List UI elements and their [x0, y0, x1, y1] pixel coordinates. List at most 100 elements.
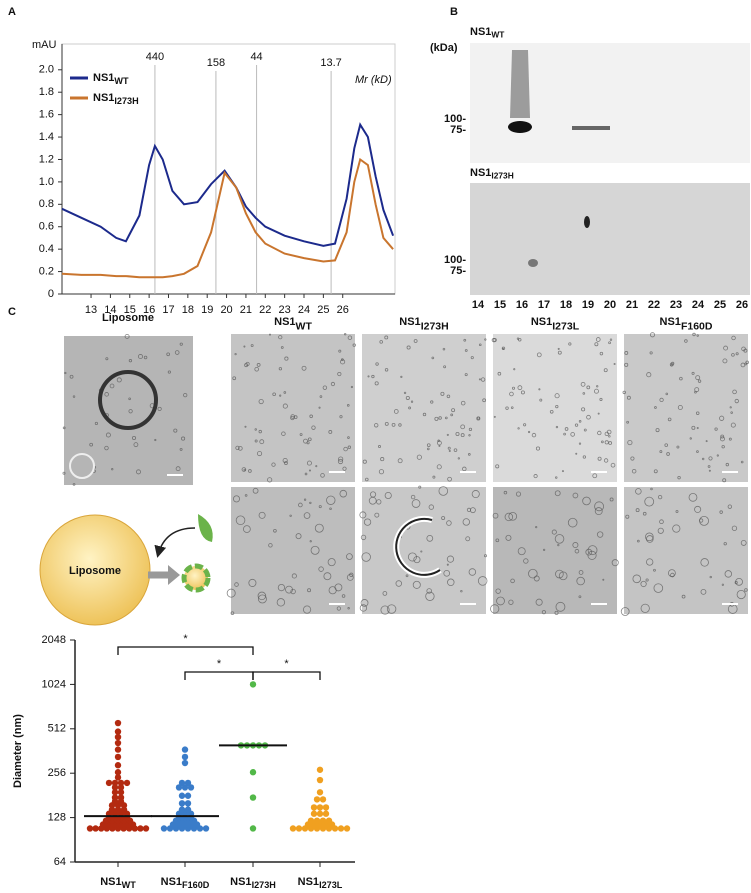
data-point	[178, 800, 186, 807]
em-image	[624, 334, 748, 482]
em-particle	[413, 339, 418, 343]
em-particle	[290, 588, 296, 595]
em-particle	[587, 545, 598, 556]
y-tick-label: 0.2	[39, 265, 54, 277]
em-particle	[451, 408, 456, 413]
em-particle	[319, 395, 323, 398]
em-particle	[257, 594, 267, 604]
em-particle	[595, 337, 601, 342]
y-tick-label: 1.4	[39, 131, 54, 143]
x-tick-label: 26	[337, 304, 349, 316]
em-particle	[426, 443, 431, 447]
em-particle	[667, 417, 672, 422]
em-particle	[384, 422, 389, 426]
em-particle	[371, 374, 375, 379]
y-tick-label: 0.8	[39, 198, 54, 210]
data-point	[316, 804, 324, 811]
lane-label: 18	[560, 299, 572, 311]
legend-label: NS1I273H	[93, 92, 139, 106]
em-particle	[653, 469, 658, 474]
mw-marker: 75-	[450, 265, 466, 277]
em-particle	[460, 433, 465, 438]
x-tick-label: NS1I273H	[230, 876, 276, 890]
em-particle	[244, 363, 249, 368]
em-particle	[465, 536, 471, 542]
em-particle	[495, 464, 500, 469]
em-particle	[340, 359, 346, 365]
em-particle	[367, 375, 370, 378]
em-particle	[510, 578, 515, 584]
data-point	[92, 825, 99, 832]
data-point	[249, 681, 257, 688]
em-particle	[258, 398, 264, 405]
em-particle	[561, 470, 564, 473]
em-particle	[724, 570, 733, 578]
em-particle	[341, 594, 346, 598]
em-particle	[510, 406, 514, 409]
em-particle	[166, 352, 170, 357]
em-particle	[418, 485, 422, 489]
em-particle	[104, 445, 109, 451]
em-particle	[323, 572, 332, 581]
em-particle	[411, 499, 421, 508]
em-particle	[627, 439, 633, 446]
em-particle	[583, 428, 587, 432]
em-particle	[599, 397, 603, 402]
em-particle	[443, 365, 447, 369]
em-particle	[468, 434, 471, 437]
em-particle	[290, 415, 295, 421]
em-particle	[128, 409, 133, 414]
protein-shape	[198, 514, 213, 542]
em-particle	[649, 351, 653, 355]
label-base: NS1	[93, 72, 114, 84]
em-particle	[256, 363, 261, 367]
data-point	[313, 796, 321, 803]
data-point	[160, 825, 168, 832]
em-particle	[732, 389, 737, 395]
em-particle	[343, 332, 347, 336]
em-particle	[72, 483, 76, 486]
em-particle	[462, 466, 467, 472]
em-particle	[301, 365, 307, 371]
label-subscript: F160D	[681, 320, 713, 332]
data-point	[181, 759, 189, 767]
em-particle	[719, 415, 725, 421]
em-particle	[520, 390, 525, 395]
em-image	[493, 334, 617, 482]
em-particle	[278, 335, 283, 340]
em-particle	[386, 604, 397, 614]
y-tick-label: 2.0	[39, 64, 54, 76]
em-particle	[330, 381, 336, 387]
em-particle	[284, 356, 289, 361]
em-particle	[340, 358, 344, 361]
panel-label: A	[8, 6, 16, 18]
y-tick-label: 512	[48, 723, 66, 735]
em-particle	[468, 568, 477, 576]
lane-label: 14	[472, 299, 485, 311]
em-particle	[442, 347, 446, 351]
em-particle	[343, 446, 348, 452]
y-tick-label: 0.6	[39, 221, 54, 233]
em-particle	[689, 437, 692, 440]
em-particle	[438, 444, 441, 447]
data-point	[310, 804, 318, 811]
small-liposome	[181, 563, 211, 593]
em-particle	[503, 490, 508, 495]
em-particle	[695, 375, 701, 381]
em-particle	[311, 425, 316, 430]
em-particle	[408, 406, 411, 410]
em-particle	[649, 332, 656, 338]
em-particle	[432, 475, 436, 479]
data-point	[249, 794, 257, 801]
em-particle	[505, 406, 509, 410]
em-particle	[731, 525, 738, 531]
spot	[528, 259, 538, 267]
em-particle	[594, 507, 603, 516]
label-base: NS1	[399, 316, 420, 328]
em-particle	[347, 335, 353, 340]
em-particle	[467, 453, 471, 456]
em-particle	[504, 512, 514, 522]
label-subscript: I273L	[552, 320, 579, 332]
em-particle	[241, 467, 247, 472]
em-particle	[284, 461, 288, 465]
